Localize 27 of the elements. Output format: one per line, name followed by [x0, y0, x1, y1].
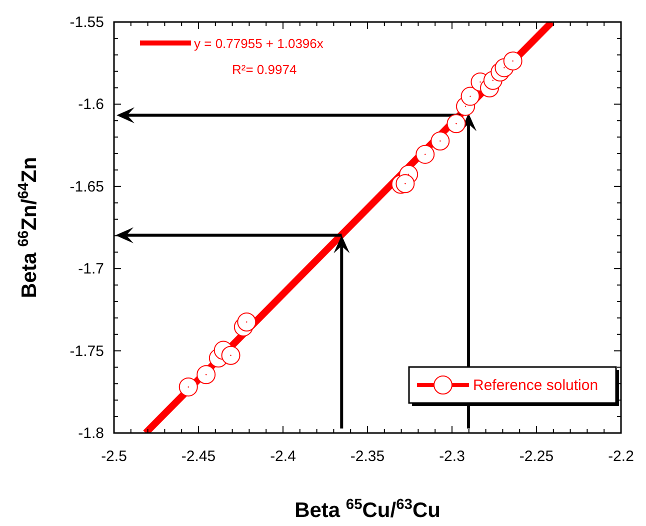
x-tick-label: -2.35 [350, 448, 385, 465]
y-tick-label: -1.75 [70, 342, 104, 360]
x-tick-label: -2.3 [439, 448, 465, 465]
y-tick-label: -1.8 [78, 425, 104, 442]
x-tick-label: -2.25 [519, 448, 554, 465]
point [221, 346, 240, 365]
y-tick-label: -1.7 [78, 260, 104, 278]
legend-label: Reference solution [473, 377, 598, 394]
y-tick-label: -1.65 [70, 178, 104, 196]
x-tick-label: -2.45 [181, 448, 216, 465]
point [460, 86, 480, 106]
x-tick-label: -2.5 [101, 448, 127, 465]
point [416, 144, 435, 164]
y-tick-label: -1.6 [78, 96, 104, 114]
point [196, 365, 216, 384]
point [178, 377, 198, 396]
y-tick-label: -1.55 [70, 14, 104, 31]
point [446, 114, 466, 134]
point [237, 312, 256, 332]
point [430, 132, 450, 151]
x-axis-title: Beta $^{65}$Cu/$^{63}$Cu [294, 497, 440, 522]
x-tick-label: -2.4 [270, 448, 296, 465]
point [396, 174, 415, 194]
annotation: R²= 0.9974 [232, 62, 297, 77]
annotation: y = 0.77955 + 1.0396x [194, 36, 324, 51]
x-tick-label: -2.2 [608, 448, 634, 465]
point [503, 51, 522, 70]
